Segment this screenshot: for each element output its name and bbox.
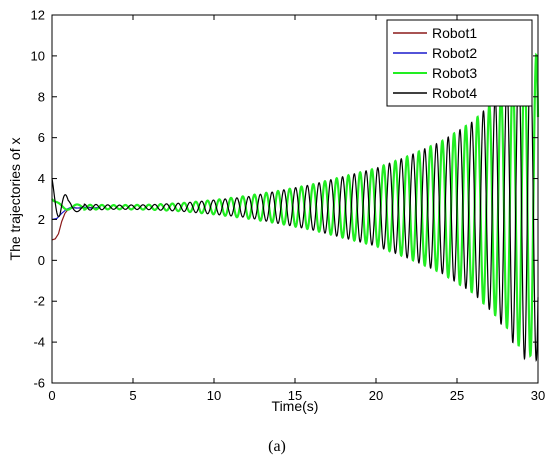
legend-label: Robot2 bbox=[432, 45, 477, 61]
y-axis: -6 -4 -2 0 2 4 6 8 10 12 bbox=[31, 8, 538, 391]
x-tick-label: 15 bbox=[288, 388, 302, 403]
legend-label: Robot4 bbox=[432, 85, 477, 101]
y-tick-label: 8 bbox=[38, 89, 45, 104]
x-tick-label: 30 bbox=[531, 388, 545, 403]
plot-area bbox=[51, 52, 540, 362]
y-tick-label: -2 bbox=[33, 294, 45, 309]
legend-label: Robot3 bbox=[432, 65, 477, 81]
legend-box bbox=[386, 19, 533, 107]
x-axis-label: Time(s) bbox=[272, 398, 319, 414]
y-tick-label: -4 bbox=[33, 335, 45, 350]
x-tick-label: 10 bbox=[207, 388, 221, 403]
y-tick-label: 2 bbox=[38, 212, 45, 227]
figure-caption: (a) bbox=[268, 438, 286, 455]
y-tick-label: 10 bbox=[31, 48, 45, 63]
y-tick-label: 6 bbox=[38, 130, 45, 145]
series-line-robot4 bbox=[51, 53, 539, 362]
x-tick-label: 0 bbox=[48, 388, 55, 403]
legend-label: Robot1 bbox=[432, 25, 477, 41]
y-tick-label: 4 bbox=[38, 171, 45, 186]
series-line-robot1 bbox=[51, 206, 98, 241]
y-tick-label: 0 bbox=[38, 253, 45, 268]
y-tick-label: -6 bbox=[33, 376, 45, 391]
y-tick-label: 12 bbox=[31, 8, 45, 23]
x-axis: 0 5 10 15 20 25 30 bbox=[48, 15, 545, 403]
legend: Robot1 Robot2 Robot3 Robot4 bbox=[386, 19, 533, 107]
x-tick-label: 20 bbox=[369, 388, 383, 403]
y-axis-label: The trajectories of x bbox=[7, 138, 23, 261]
x-tick-label: 5 bbox=[129, 388, 136, 403]
x-tick-label: 25 bbox=[450, 388, 464, 403]
